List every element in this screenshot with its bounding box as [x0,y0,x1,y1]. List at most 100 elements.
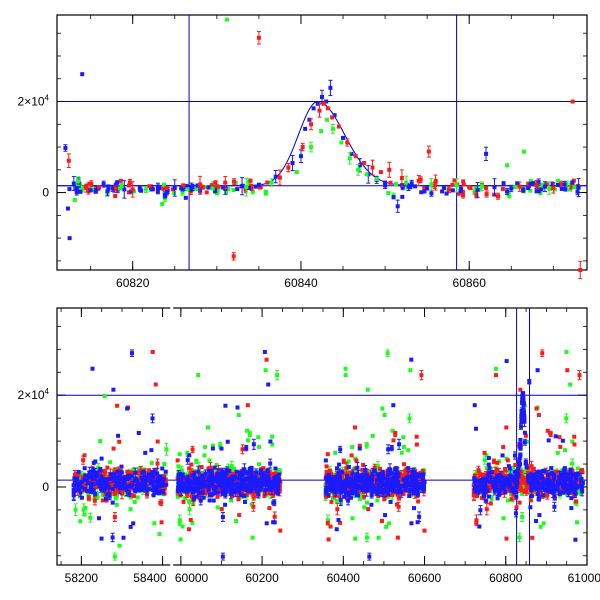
data-point [262,494,267,499]
data-point [214,474,219,479]
data-point [303,126,308,131]
data-point [550,181,555,186]
data-point [370,165,375,170]
data-point [276,485,281,490]
data-point [82,486,87,491]
data-point [187,187,192,192]
data-point [232,179,237,184]
data-point [290,160,295,165]
data-point [200,490,205,495]
data-point [253,475,258,480]
data-point [572,185,577,190]
data-point [175,494,180,499]
data-point [87,181,92,186]
data-point [228,491,233,496]
data-point [96,465,101,470]
data-point [155,439,160,444]
data-point [81,458,86,463]
data-point [218,476,223,481]
data-point [89,489,94,494]
data-point [153,476,158,481]
data-point [97,516,102,521]
data-point [269,480,274,485]
data-point [110,476,115,481]
data-point [528,181,533,186]
data-point [209,183,214,188]
data-point [484,192,489,197]
data-point [151,484,156,489]
data-point [492,185,497,190]
data-point [250,474,255,479]
data-point [241,479,246,484]
data-point [104,481,109,486]
data-point [357,163,362,168]
data-point [257,462,262,467]
data-point [253,482,258,487]
data-point [102,487,107,492]
data-point [187,453,192,458]
data-point [337,494,342,499]
data-point [241,467,246,472]
data-point [408,368,413,373]
data-point [220,185,225,190]
data-point [140,487,145,492]
x-tick-label: 60600 [408,571,442,585]
data-point [401,491,406,496]
data-point [107,485,112,490]
data-point [186,527,191,532]
data-point [568,187,573,192]
data-point [422,186,427,191]
data-point [208,473,213,478]
data-point [395,535,400,540]
data-point [397,477,402,482]
data-point [90,469,95,474]
data-point [484,186,489,191]
data-point [112,469,117,474]
data-point [204,190,209,195]
data-point [231,188,236,193]
data-point [274,489,279,494]
data-point [133,470,138,475]
data-point [89,481,94,486]
data-point [235,405,240,410]
data-point [147,184,152,189]
data-point [194,494,199,499]
data-point [128,495,133,500]
data-point [376,535,381,540]
data-point [407,416,412,421]
data-point [242,485,247,490]
data-point [211,443,216,448]
data-point [111,446,116,451]
data-point [393,182,398,187]
data-point [117,486,122,491]
data-point [201,476,206,481]
light-curve-full-panel: 0 2×104 58200 58400 60000 60200 60400 60600 6080… [18,307,600,585]
data-point [354,458,359,463]
data-point [333,450,338,455]
data-point [298,154,303,159]
data-point [211,498,216,503]
data-point [559,182,564,187]
data-point [263,368,268,373]
data-point [140,470,145,475]
data-point [207,458,212,463]
data-point [76,179,81,184]
data-point [386,521,391,526]
data-point [185,450,190,455]
x-tick-label: 60200 [245,571,279,585]
data-point [206,488,211,493]
data-point [243,499,248,504]
data-point [183,480,188,485]
model-curve [57,100,587,187]
data-point [406,448,411,453]
data-point [444,191,449,196]
data-point [137,478,142,483]
data-point [115,403,120,408]
data-point [223,502,228,507]
data-point [207,498,212,503]
data-point [229,464,234,469]
data-point [383,180,388,185]
data-point [395,204,400,209]
data-point [329,499,334,504]
data-point [202,453,207,458]
